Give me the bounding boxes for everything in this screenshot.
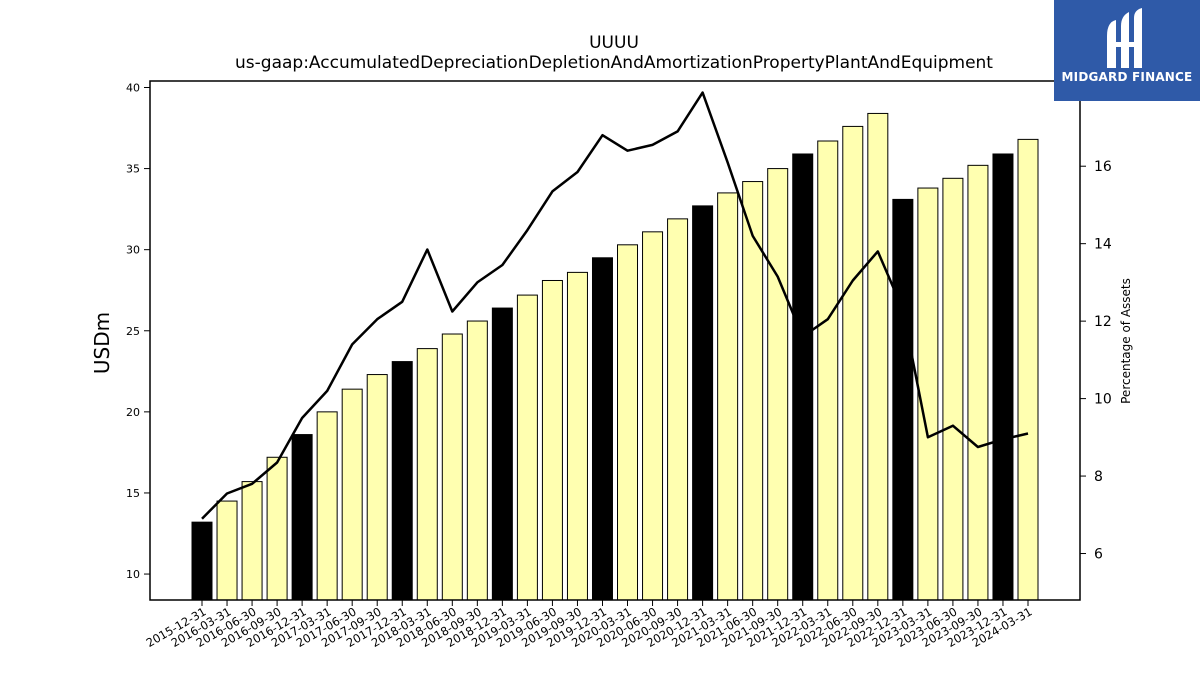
bar-2019-03-31 bbox=[516, 294, 538, 601]
bar-2017-06-30 bbox=[341, 388, 363, 601]
bar-2021-06-30 bbox=[742, 181, 764, 601]
bar-2017-09-30 bbox=[366, 374, 388, 601]
bar-2016-12-31 bbox=[291, 434, 313, 601]
bar-2018-03-31 bbox=[416, 348, 438, 601]
bar-2023-06-30 bbox=[942, 177, 964, 601]
y2-tick-label-10: 10 bbox=[1094, 392, 1112, 408]
y-tick-label-30: 30 bbox=[126, 244, 140, 257]
chart-title: UUUU bbox=[589, 33, 639, 53]
bar-2016-03-31 bbox=[216, 500, 238, 601]
bar-2020-06-30 bbox=[642, 231, 664, 601]
bar-2020-03-31 bbox=[617, 244, 639, 601]
bar-2016-09-30 bbox=[266, 456, 288, 601]
bar-2022-03-31 bbox=[817, 140, 839, 601]
y2-tick-label-8: 8 bbox=[1094, 469, 1103, 485]
bar-2021-03-31 bbox=[717, 192, 739, 601]
bar-series bbox=[191, 112, 1039, 601]
y-axis-left: 10 15 20 25 30 35 40 bbox=[126, 81, 150, 581]
bar-2019-06-30 bbox=[541, 279, 563, 601]
y2-tick-label-14: 14 bbox=[1094, 237, 1112, 253]
y-tick-label-35: 35 bbox=[126, 163, 140, 176]
bar-2019-12-31 bbox=[591, 257, 613, 601]
y-tick-label-20: 20 bbox=[126, 406, 140, 419]
bar-2021-09-30 bbox=[767, 168, 789, 601]
brand-logo: MIDGARD FINANCE bbox=[1054, 0, 1200, 101]
y-tick-label-40: 40 bbox=[126, 81, 140, 94]
bar-2018-09-30 bbox=[466, 320, 488, 601]
bar-2021-12-31 bbox=[792, 153, 814, 601]
y-tick-label-15: 15 bbox=[126, 487, 140, 500]
y2-tick-label-12: 12 bbox=[1094, 314, 1112, 330]
brand-name: MIDGARD FINANCE bbox=[1061, 70, 1193, 84]
bar-2022-12-31 bbox=[892, 198, 914, 601]
bar-2023-03-31 bbox=[917, 187, 939, 601]
bar-2015-12-31 bbox=[191, 521, 213, 601]
bar-2024-03-31 bbox=[1017, 138, 1039, 601]
bar-2017-03-31 bbox=[316, 411, 338, 601]
y-tick-label-25: 25 bbox=[126, 325, 140, 338]
bar-2017-12-31 bbox=[391, 361, 413, 601]
bar-2019-09-30 bbox=[566, 271, 588, 601]
bar-2016-06-30 bbox=[241, 481, 263, 601]
bar-2022-06-30 bbox=[842, 125, 864, 601]
bar-2023-09-30 bbox=[967, 164, 989, 601]
bar-2018-12-31 bbox=[491, 307, 513, 601]
y-axis-right: 681012141618 bbox=[1080, 82, 1112, 563]
bar-2022-09-30 bbox=[867, 112, 889, 601]
y2-tick-label-16: 16 bbox=[1094, 159, 1112, 175]
y2-tick-label-6: 6 bbox=[1094, 547, 1103, 563]
bar-2020-09-30 bbox=[667, 218, 689, 601]
midgard-logo-icon bbox=[1107, 8, 1142, 68]
y-axis-label: USDm bbox=[90, 312, 114, 374]
bar-2018-06-30 bbox=[441, 333, 463, 601]
x-axis: 2015-12-312016-03-312016-06-302016-09-30… bbox=[144, 600, 1035, 650]
bar-2023-12-31 bbox=[992, 153, 1014, 601]
y-tick-label-10: 10 bbox=[126, 568, 140, 581]
line-series bbox=[201, 91, 1029, 520]
percentage-line bbox=[201, 91, 1029, 520]
plot-frame bbox=[149, 80, 1081, 601]
y2-axis-label: Percentage of Assets bbox=[1119, 278, 1133, 404]
bar-2020-12-31 bbox=[692, 205, 714, 601]
chart-subtitle: us-gaap:AccumulatedDepreciationDepletion… bbox=[235, 53, 993, 73]
